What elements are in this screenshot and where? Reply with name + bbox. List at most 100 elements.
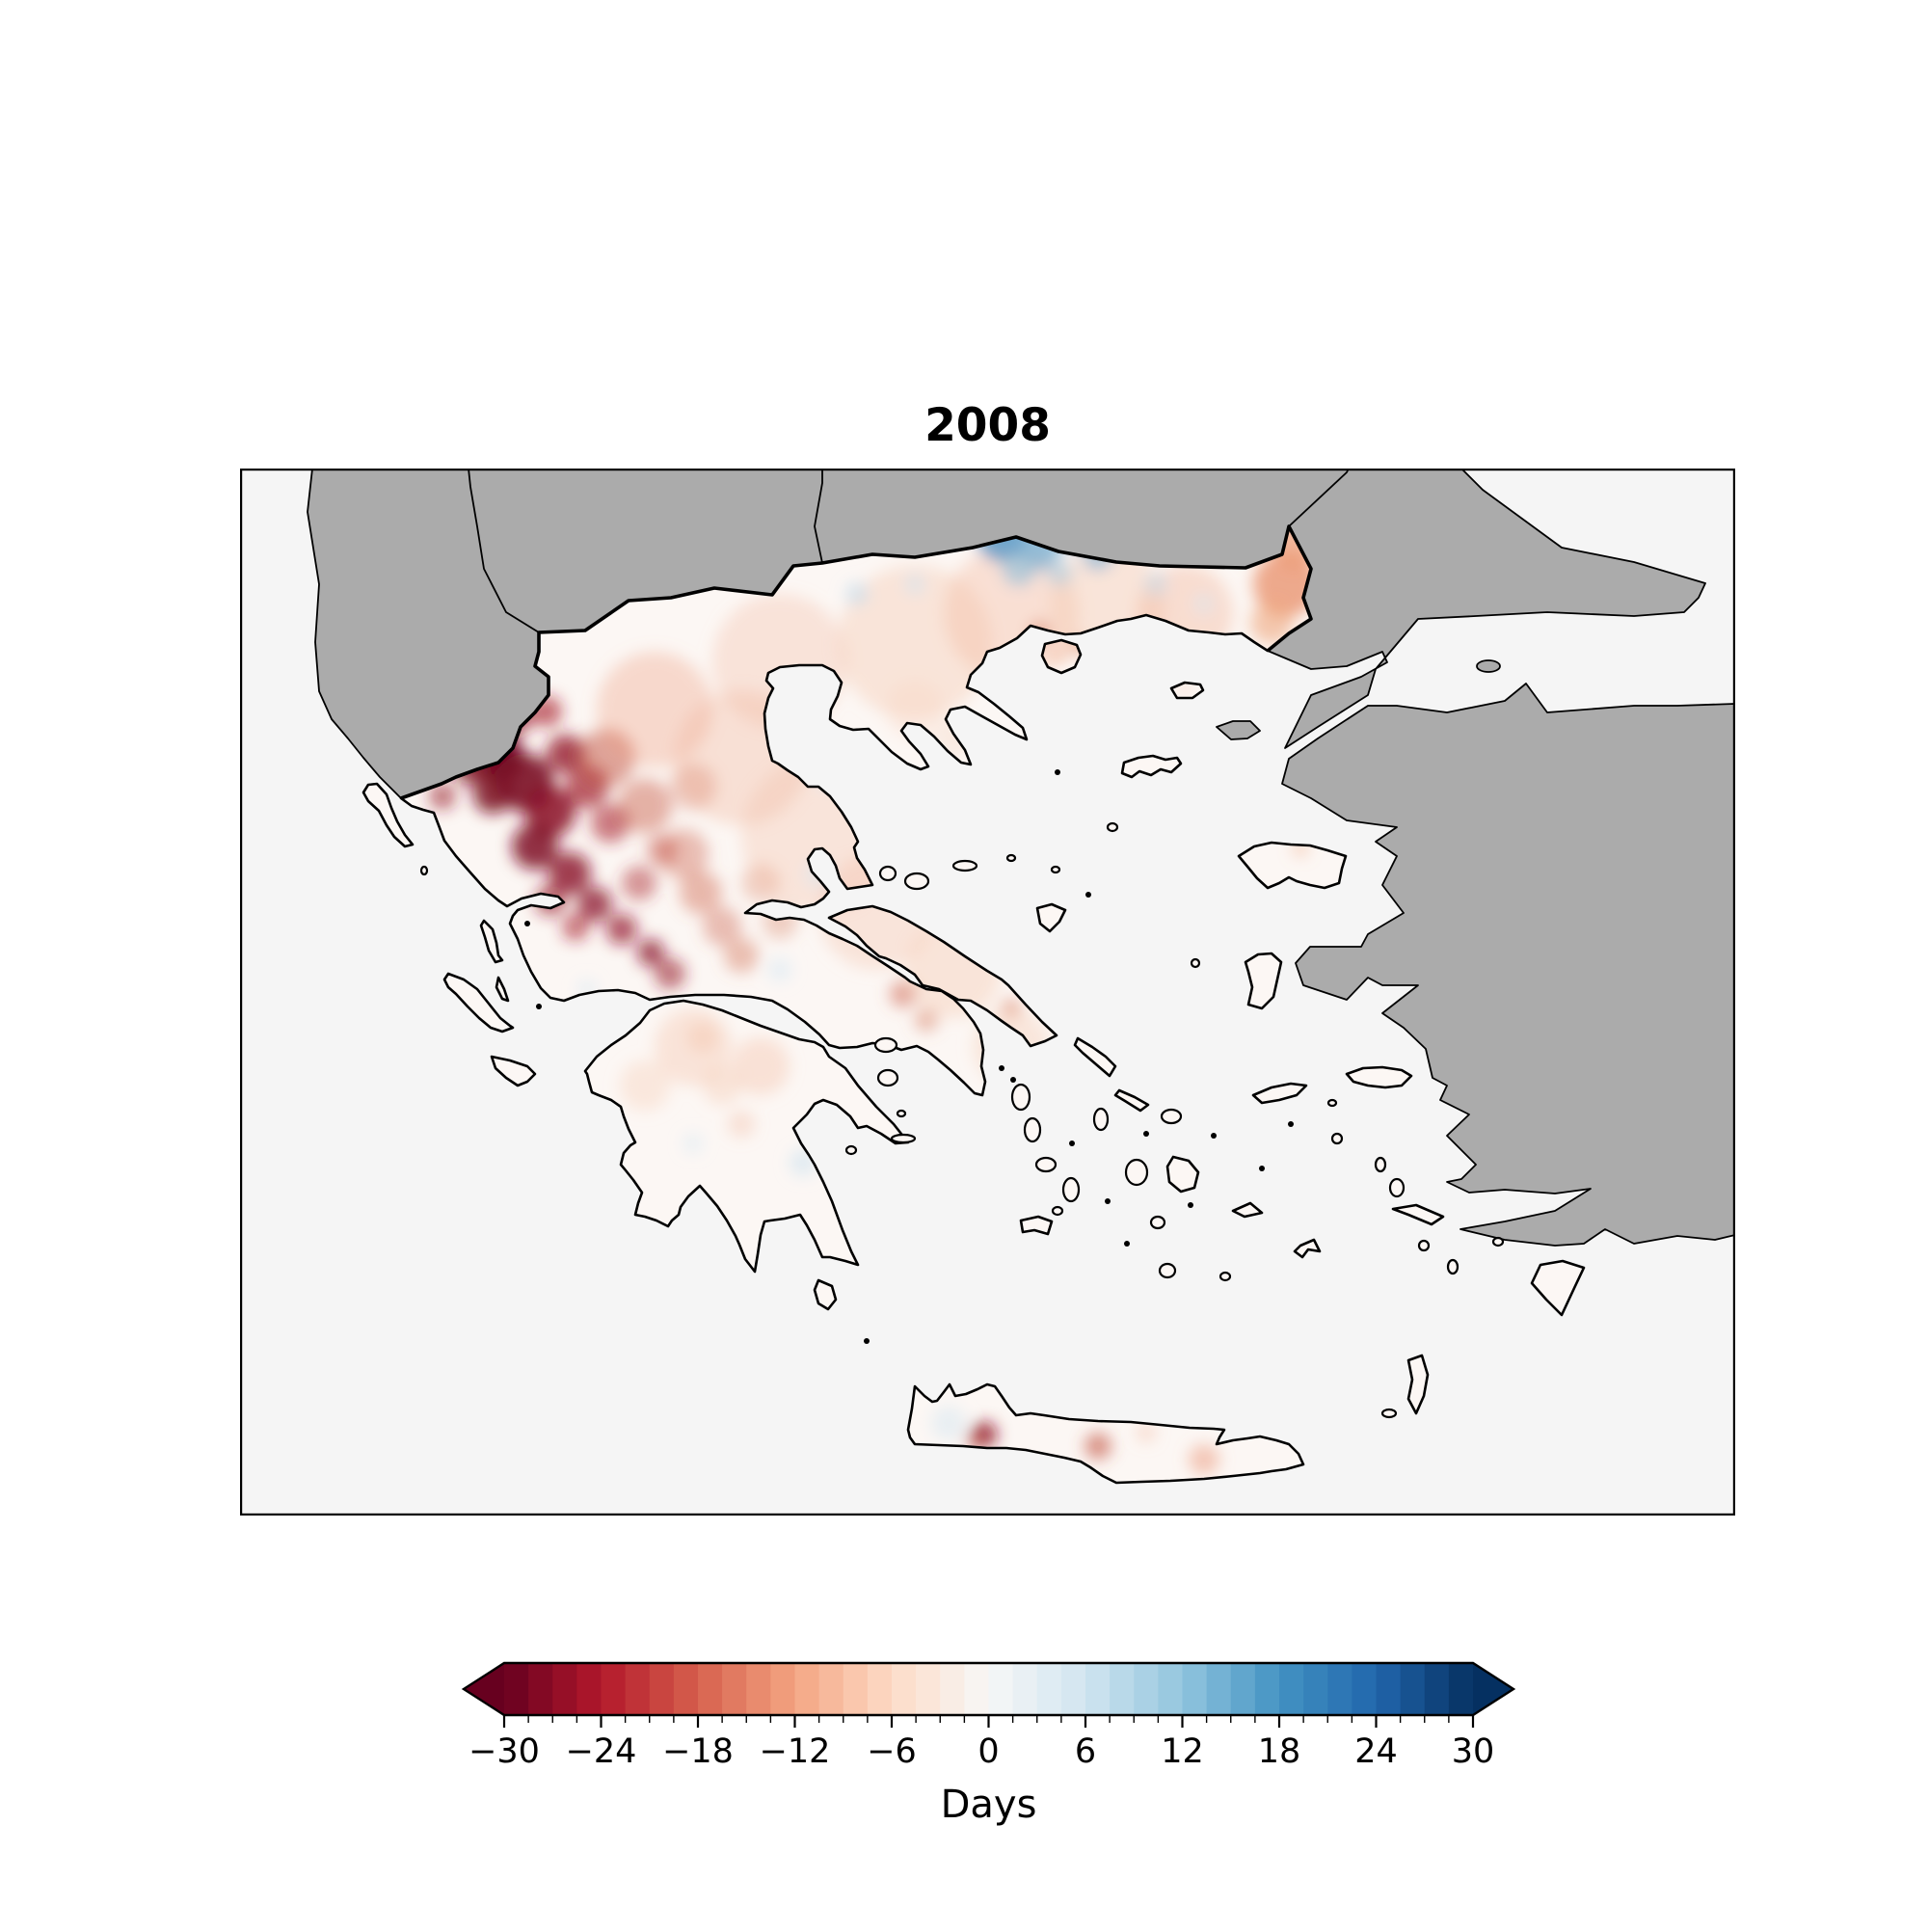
island — [903, 872, 930, 891]
colorbar-tick-label: 6 — [1075, 1732, 1096, 1771]
colorbar-segment — [722, 1663, 747, 1715]
colorbar-segment — [988, 1663, 1014, 1715]
colorbar-tick-label: 24 — [1354, 1732, 1398, 1771]
islet-dot — [1085, 892, 1091, 898]
anomaly-blob — [429, 783, 456, 810]
colorbar-segment — [794, 1663, 820, 1715]
anomaly-blob — [683, 1134, 703, 1153]
colorbar-segment — [1182, 1663, 1208, 1715]
anomaly-blob — [732, 1037, 790, 1095]
colorbar-segment — [1400, 1663, 1426, 1715]
island — [1491, 1236, 1505, 1248]
anomaly-blob — [577, 887, 612, 922]
islet-dot — [1143, 1131, 1149, 1137]
colorbar-ticks — [502, 1715, 1475, 1728]
colorbar-segment — [1060, 1663, 1086, 1715]
colorbar-svg: −30 −24 −18 −12 −6 0 6 12 18 24 30 Days — [461, 1661, 1516, 1827]
island — [876, 1068, 899, 1087]
anomaly-blob — [703, 907, 741, 946]
colorbar-segment — [1110, 1663, 1135, 1715]
anomaly-blob — [680, 872, 722, 914]
island — [1106, 821, 1119, 833]
colorbar-segment — [770, 1663, 796, 1715]
island — [1380, 1408, 1398, 1419]
small-islands — [419, 821, 1505, 1419]
island — [1051, 1205, 1064, 1217]
islet-dot — [1288, 1121, 1294, 1127]
colorbar-tick-label: 18 — [1258, 1732, 1301, 1771]
colorbar-segment — [1279, 1663, 1304, 1715]
island — [1034, 1156, 1058, 1173]
colorbar-segment — [1303, 1663, 1328, 1715]
anomaly-blob — [965, 1431, 984, 1450]
colorbar-segment — [601, 1663, 627, 1715]
island — [896, 1109, 907, 1118]
anomaly-blob — [547, 735, 585, 773]
colorbar-segment — [1158, 1663, 1184, 1715]
islet-dot — [1259, 1166, 1265, 1171]
anomaly-blob — [703, 1066, 741, 1105]
colorbar-tick-label: −30 — [469, 1732, 540, 1771]
islet-dots — [524, 769, 1294, 1344]
colorbar-segment — [843, 1663, 869, 1715]
island — [1010, 1083, 1031, 1112]
albania-macedonia-border — [468, 469, 540, 633]
colorbar-segment — [576, 1663, 602, 1715]
island — [1092, 1107, 1110, 1132]
colorbar-segment — [1424, 1663, 1450, 1715]
colorbar-segment — [746, 1663, 772, 1715]
colorbar-left-arrow — [464, 1663, 504, 1715]
island — [890, 1133, 917, 1144]
island — [1061, 1176, 1081, 1203]
colorbar-segment — [1376, 1663, 1402, 1715]
colorbar-segment — [1134, 1663, 1160, 1715]
colorbar: −30 −24 −18 −12 −6 0 6 12 18 24 30 Days — [386, 1620, 1591, 1928]
colorbar-segment — [1085, 1663, 1111, 1715]
island — [1160, 1108, 1183, 1125]
colorbar-segment — [552, 1663, 578, 1715]
colorbar-segment — [1206, 1663, 1232, 1715]
anomaly-blob — [728, 1111, 755, 1138]
map-panel — [240, 469, 1735, 1516]
colorbar-segment — [673, 1663, 699, 1715]
anomaly-blob — [724, 938, 759, 973]
anomaly-blob — [620, 1060, 670, 1111]
anomaly-blob — [1253, 551, 1319, 617]
map-frame — [240, 469, 1735, 1516]
colorbar-tick-label: 12 — [1161, 1732, 1204, 1771]
anatolia-land — [1281, 683, 1735, 1247]
colorbar-tick-label: 0 — [977, 1732, 999, 1771]
colorbar-segment — [1327, 1663, 1353, 1715]
gokceada-island — [1216, 720, 1261, 740]
island — [1050, 865, 1061, 874]
anomaly-blob — [1179, 683, 1191, 694]
colorbar-tick-labels: −30 −24 −18 −12 −6 0 6 12 18 24 30 — [469, 1732, 1494, 1771]
anomaly-blob — [845, 582, 869, 605]
island — [1374, 1156, 1387, 1173]
anomaly-blob — [606, 914, 637, 945]
anomaly-blob — [655, 958, 685, 989]
colorbar-tick-label: −12 — [760, 1732, 831, 1771]
anomaly-blob — [637, 939, 664, 966]
islet-dot — [1188, 1202, 1193, 1208]
island — [1190, 957, 1201, 969]
anomaly-blob — [1189, 1444, 1219, 1475]
islet-dot — [1010, 1077, 1016, 1083]
island — [1446, 1258, 1459, 1275]
islet-dot — [999, 1065, 1004, 1071]
colorbar-segment — [940, 1663, 966, 1715]
island — [1023, 1116, 1042, 1143]
island — [1417, 1239, 1431, 1252]
island — [1330, 1132, 1344, 1145]
greece-northern-border — [400, 524, 1313, 800]
island — [1124, 1158, 1149, 1187]
island — [1218, 1271, 1232, 1282]
colorbar-segment — [1448, 1663, 1474, 1715]
colorbar-segment — [528, 1663, 553, 1715]
islet-dot — [536, 1004, 542, 1009]
anomaly-blob — [618, 779, 672, 833]
anomaly-blob — [886, 681, 944, 738]
islet-dot — [1211, 1133, 1217, 1139]
islet-dot — [1055, 769, 1060, 775]
colorbar-segment — [504, 1663, 529, 1715]
